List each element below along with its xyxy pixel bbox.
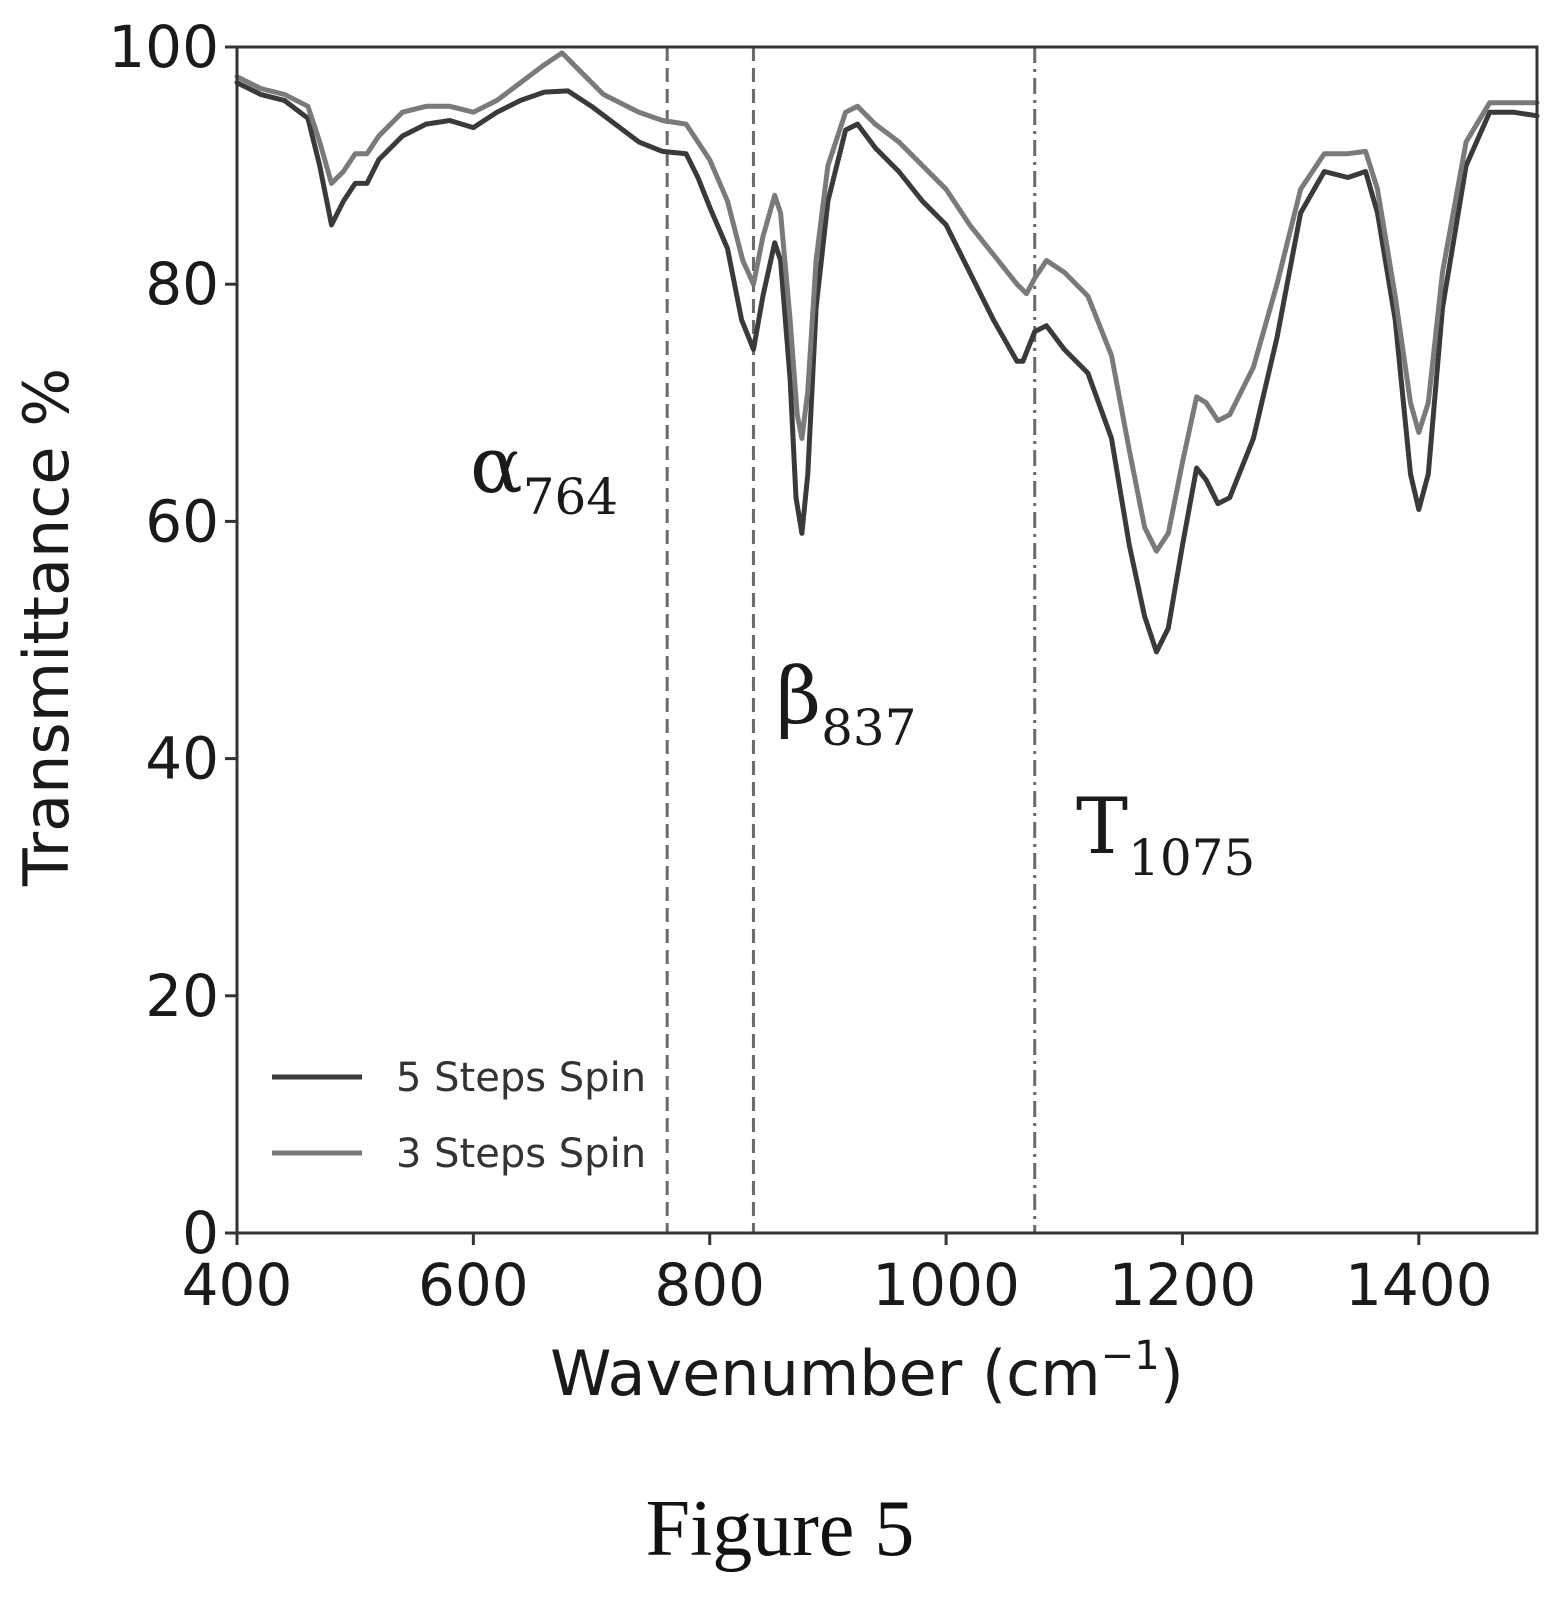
x-tick-label: 1200 xyxy=(1109,1251,1257,1319)
y-tick-label: 40 xyxy=(145,725,219,793)
series-line-3-steps-spin xyxy=(234,50,1540,554)
y-tick-label: 0 xyxy=(182,1199,219,1267)
y-tick-label: 100 xyxy=(108,13,219,81)
x-axis-title-superscript: −1 xyxy=(1101,1333,1160,1379)
annotation-symbol: T xyxy=(1076,782,1128,872)
y-tick-label: 60 xyxy=(145,487,219,555)
y-axis-ticks: 0 20 40 60 80 100 xyxy=(108,13,237,1267)
peak-annotations: α764 β837 T1075 xyxy=(470,421,1255,887)
annotation-837: β837 xyxy=(776,652,917,757)
y-tick-label: 80 xyxy=(145,250,219,318)
x-axis-title-close: ) xyxy=(1160,1337,1184,1410)
x-axis-ticks: 400 600 800 1000 1200 1400 xyxy=(182,1233,1493,1319)
x-tick-label: 600 xyxy=(418,1251,529,1319)
annotation-symbol: β xyxy=(776,652,821,742)
figure-caption: Figure 5 xyxy=(646,1485,915,1573)
legend: 5 Steps Spin 3 Steps Spin xyxy=(272,1055,646,1177)
plot-frame xyxy=(235,45,1539,1235)
y-tick-label: 20 xyxy=(145,962,219,1030)
x-tick-label: 1000 xyxy=(872,1251,1020,1319)
annotation-subscript: 1075 xyxy=(1128,829,1255,887)
x-tick-label: 1400 xyxy=(1345,1251,1493,1319)
legend-label: 3 Steps Spin xyxy=(396,1131,646,1177)
x-tick-label: 400 xyxy=(182,1251,293,1319)
annotation-subscript: 764 xyxy=(523,468,618,526)
x-axis-title: Wavenumber (cm−1) xyxy=(550,1333,1184,1410)
x-tick-label: 800 xyxy=(654,1251,765,1319)
annotation-symbol: α xyxy=(470,421,523,511)
reference-lines xyxy=(665,47,1037,1233)
annotation-subscript: 837 xyxy=(821,699,916,757)
annotation-764: α764 xyxy=(470,421,618,526)
series-line-5-steps-spin xyxy=(234,80,1540,655)
annotation-1075: T1075 xyxy=(1076,782,1255,887)
legend-label: 5 Steps Spin xyxy=(396,1055,646,1101)
plot-area: 400 600 800 1000 1200 1400 0 20 40 60 80 100 α764 β… xyxy=(108,13,1540,1319)
y-axis-title: Transmittance % xyxy=(10,368,83,887)
series-lines xyxy=(234,50,1540,655)
x-axis-title-text: Wavenumber (cm xyxy=(550,1337,1101,1410)
